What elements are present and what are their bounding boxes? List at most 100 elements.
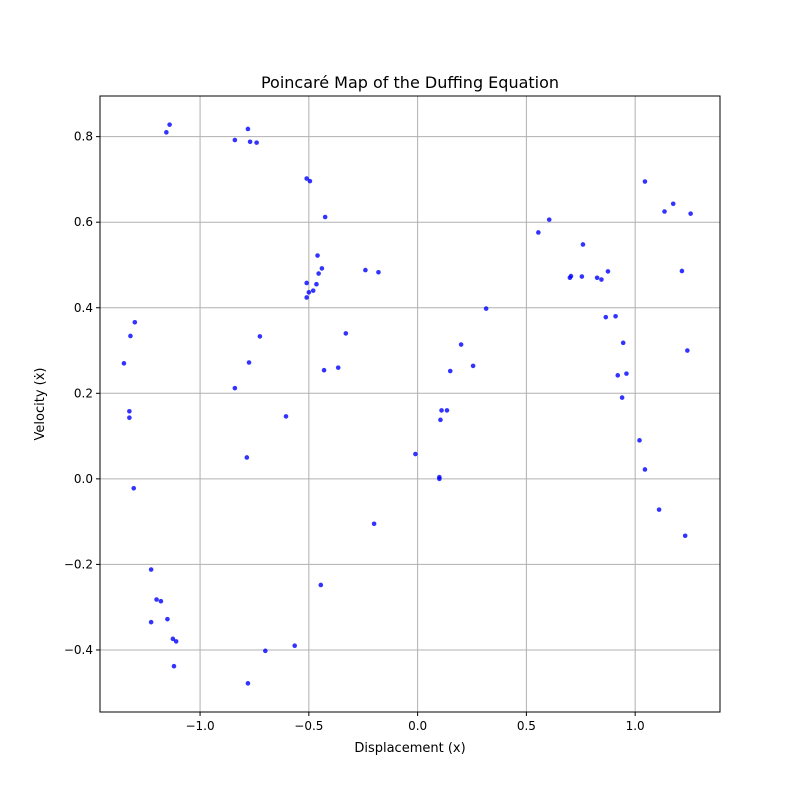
scatter-point: [335, 365, 341, 370]
scatter-point: [167, 122, 172, 127]
scatter-point: [232, 385, 238, 391]
scatter-point: [257, 334, 263, 339]
scatter-point: [438, 417, 443, 423]
scatter-point: [244, 455, 250, 460]
scatter-point: [319, 266, 325, 271]
scatter-point: [148, 619, 154, 625]
scatter-point: [318, 582, 324, 588]
scatter-point: [131, 485, 137, 491]
scatter-point: [128, 333, 133, 339]
scatter-point: [158, 598, 164, 604]
axis-ticks: −1.0 −0.5 0.0 0.5 1.0 −0.4 −0.2 0.0 0.2 0.4 0.6 0.8: [64, 130, 645, 733]
scatter-point: [304, 176, 309, 181]
scatter-point: [637, 438, 642, 443]
scatter-point: [444, 408, 450, 413]
scatter-point: [679, 268, 685, 274]
scatter-point: [642, 467, 648, 472]
scatter-point: [599, 277, 604, 282]
scatter-point: [483, 306, 489, 311]
scatter-point: [470, 363, 476, 369]
scatter-point: [165, 616, 170, 622]
scatter-point: [132, 319, 138, 325]
scatter-point: [315, 253, 320, 258]
scatter-point: [263, 648, 268, 654]
scatter-point: [164, 130, 169, 135]
scatter-point: [307, 178, 313, 184]
scatter-point: [615, 373, 621, 378]
scatter-point: [619, 395, 625, 400]
scatter-point: [154, 597, 159, 602]
scatter-point: [642, 179, 648, 184]
scatter-point: [170, 636, 176, 642]
scatter-point: [688, 211, 693, 216]
y-tick-label: 0.0: [74, 472, 93, 486]
x-tick-label: 0.0: [408, 719, 427, 733]
chart-title: Poincaré Map of the Duffing Equation: [261, 73, 559, 92]
x-axis-label: Displacement (x): [354, 741, 465, 756]
scatter-point: [121, 361, 127, 366]
scatter-point: [662, 209, 667, 214]
scatter-point: [603, 314, 609, 320]
scatter-point: [447, 368, 453, 374]
y-tick-label: 0.8: [74, 130, 93, 144]
scatter-point: [376, 269, 381, 275]
x-tick-label: −0.5: [294, 719, 323, 733]
scatter-point: [232, 137, 238, 143]
scatter-point: [670, 201, 676, 207]
y-tick-label: 0.4: [74, 301, 93, 315]
scatter-point: [580, 242, 586, 247]
scatter-point: [620, 340, 626, 346]
scatter-point: [310, 288, 316, 293]
scatter-point: [283, 414, 289, 419]
scatter-point: [682, 533, 688, 539]
scatter-point: [413, 451, 418, 457]
scatter-point: [322, 214, 328, 220]
scatter-point: [292, 643, 298, 648]
y-tick-label: −0.4: [64, 643, 93, 657]
y-tick-label: 0.6: [74, 215, 93, 229]
x-tick-label: −1.0: [185, 719, 214, 733]
scatter-point: [546, 217, 552, 222]
scatter-point: [343, 331, 349, 336]
scatter-point: [579, 274, 585, 279]
scatter-point: [458, 342, 464, 347]
scatter-point: [306, 290, 312, 295]
scatter-points: [121, 122, 693, 686]
scatter-point: [594, 275, 600, 281]
scatter-point: [536, 230, 541, 235]
scatter-point: [363, 267, 368, 273]
y-axis-label: Velocity (ẋ): [33, 368, 48, 441]
x-tick-label: 1.0: [626, 719, 645, 733]
scatter-point: [316, 271, 321, 276]
scatter-point: [127, 415, 132, 420]
scatter-point: [371, 521, 377, 527]
scatter-point: [304, 295, 309, 300]
scatter-point: [605, 269, 611, 274]
scatter-point: [246, 360, 252, 365]
scatter-point: [656, 507, 662, 512]
scatter-point: [245, 681, 251, 686]
scatter-point: [437, 476, 442, 482]
y-tick-label: −0.2: [64, 557, 93, 571]
scatter-point: [171, 663, 177, 669]
scatter-point: [245, 126, 251, 132]
scatter-point: [314, 281, 319, 287]
x-tick-label: 0.5: [517, 719, 536, 733]
scatter-point: [624, 371, 629, 376]
y-tick-label: 0.2: [74, 386, 93, 400]
scatter-point: [685, 348, 690, 353]
scatter-point: [613, 314, 618, 319]
scatter-point: [127, 408, 132, 414]
plot-frame: [99, 95, 721, 713]
scatter-point: [321, 367, 327, 373]
scatter-point: [173, 639, 179, 644]
scatter-point: [247, 139, 253, 145]
scatter-point: [567, 275, 573, 281]
scatter-point: [304, 280, 309, 286]
scatter-point: [439, 408, 444, 413]
scatter-point: [148, 567, 154, 572]
scatter-point: [254, 140, 259, 145]
grid-lines: [100, 96, 720, 712]
